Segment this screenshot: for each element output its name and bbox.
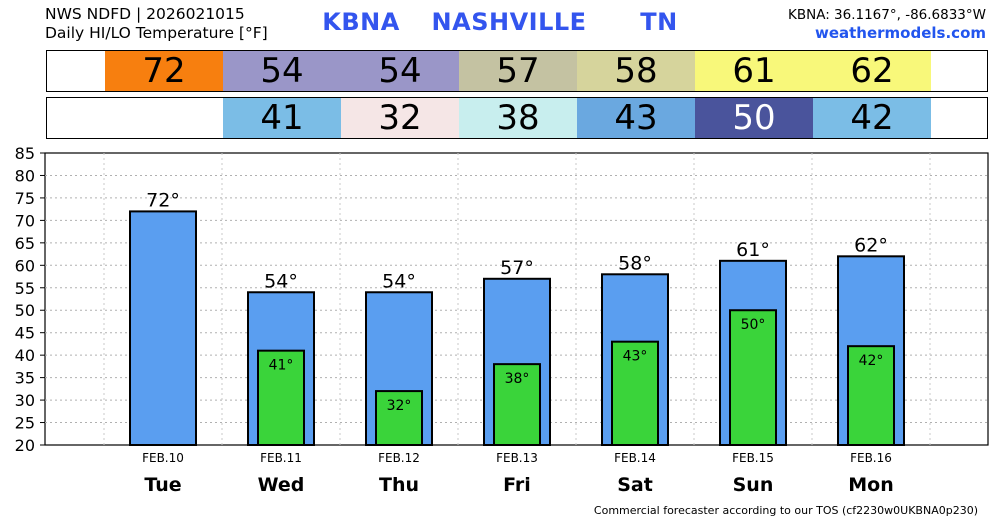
lo-strip-cell: 50 bbox=[695, 98, 813, 138]
lo-bar bbox=[729, 309, 777, 446]
lo-bar bbox=[493, 363, 541, 446]
y-tick-label: 75 bbox=[15, 189, 35, 208]
lo-strip-cell: 42 bbox=[813, 98, 931, 138]
lo-strip-cell: 43 bbox=[577, 98, 695, 138]
lo-data-label: 50° bbox=[741, 317, 766, 333]
footer-note: Commercial forecaster according to our T… bbox=[593, 504, 978, 517]
x-date-label: FEB.14 bbox=[614, 451, 656, 465]
y-tick-label: 65 bbox=[15, 234, 35, 253]
y-tick-label: 60 bbox=[15, 256, 35, 275]
x-day-label: Fri bbox=[503, 474, 531, 496]
hi-strip-cell: 72 bbox=[105, 51, 223, 91]
lo-data-label: 41° bbox=[269, 358, 294, 374]
x-date-label: FEB.16 bbox=[850, 451, 892, 465]
hi-data-label: 54° bbox=[382, 270, 416, 292]
lo-strip-cell: 32 bbox=[341, 98, 459, 138]
hi-strip-cell: 54 bbox=[341, 51, 459, 91]
y-tick-label: 20 bbox=[15, 436, 35, 455]
y-tick-label: 80 bbox=[15, 166, 35, 185]
lo-temperature-strip: 41 32 38 43 50 42 bbox=[46, 97, 988, 139]
station-state: TN bbox=[640, 8, 678, 36]
hi-strip-cell: 57 bbox=[459, 51, 577, 91]
y-tick-label: 70 bbox=[15, 211, 35, 230]
chart-header-left: NWS NDFD | 2026021015 Daily HI/LO Temper… bbox=[45, 5, 268, 43]
hi-data-label: 57° bbox=[500, 257, 534, 279]
lo-strip-cell: 41 bbox=[223, 98, 341, 138]
lo-data-label: 32° bbox=[387, 398, 412, 414]
lo-bar bbox=[847, 345, 895, 446]
lo-data-label: 38° bbox=[505, 371, 530, 387]
hi-strip-cell: 54 bbox=[223, 51, 341, 91]
x-day-label: Thu bbox=[379, 474, 419, 496]
hi-strip-cell: 58 bbox=[577, 51, 695, 91]
y-tick-label: 50 bbox=[15, 301, 35, 320]
lo-strip-cell: 38 bbox=[459, 98, 577, 138]
chart-subtitle: Daily HI/LO Temperature [°F] bbox=[45, 24, 268, 42]
y-tick-label: 25 bbox=[15, 414, 35, 433]
station-code: KBNA bbox=[322, 8, 400, 36]
hi-data-label: 62° bbox=[854, 234, 888, 256]
hi-strip-cell: 61 bbox=[695, 51, 813, 91]
hi-data-label: 54° bbox=[264, 270, 298, 292]
y-tick-label: 45 bbox=[15, 324, 35, 343]
lo-data-label: 43° bbox=[623, 349, 648, 365]
lo-bar bbox=[611, 340, 659, 446]
station-title: KBNA NASHVILLE TN bbox=[0, 8, 1000, 36]
hi-data-label: 61° bbox=[736, 239, 770, 261]
x-day-label: Mon bbox=[848, 474, 894, 496]
x-date-label: FEB.13 bbox=[496, 451, 538, 465]
run-label: NWS NDFD | 2026021015 bbox=[45, 5, 245, 23]
lo-bar bbox=[257, 349, 305, 446]
lo-bar bbox=[375, 390, 423, 447]
station-coordinates: KBNA: 36.1167°, -86.6833°W bbox=[787, 7, 986, 23]
x-date-label: FEB.12 bbox=[378, 451, 420, 465]
hi-strip-cell: 62 bbox=[813, 51, 931, 91]
hi-temperature-strip: 72 54 54 57 58 61 62 bbox=[46, 50, 988, 92]
x-date-label: FEB.15 bbox=[732, 451, 774, 465]
hi-bar bbox=[129, 210, 197, 446]
chart-header-right: KBNA: 36.1167°, -86.6833°W weathermodels… bbox=[788, 6, 986, 42]
hi-data-label: 58° bbox=[618, 252, 652, 274]
site-link[interactable]: weathermodels.com bbox=[814, 24, 986, 42]
y-tick-label: 35 bbox=[15, 369, 35, 388]
hi-data-label: 72° bbox=[146, 189, 180, 211]
x-day-label: Sun bbox=[733, 474, 774, 496]
y-tick-label: 55 bbox=[15, 279, 35, 298]
lo-data-label: 42° bbox=[859, 353, 884, 369]
x-day-label: Sat bbox=[617, 474, 653, 496]
y-tick-label: 30 bbox=[15, 391, 35, 410]
y-tick-label: 85 bbox=[15, 144, 35, 163]
x-date-label: FEB.10 bbox=[142, 451, 184, 465]
x-day-label: Tue bbox=[144, 474, 181, 496]
station-city: NASHVILLE bbox=[431, 8, 587, 36]
x-day-label: Wed bbox=[258, 474, 305, 496]
x-date-label: FEB.11 bbox=[260, 451, 302, 465]
y-tick-label: 40 bbox=[15, 346, 35, 365]
